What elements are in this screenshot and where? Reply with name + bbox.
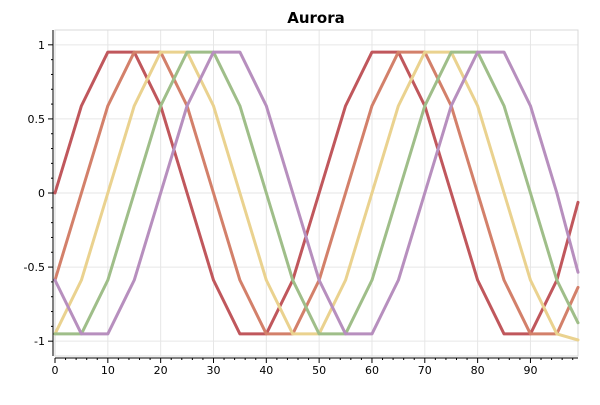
x-tick-label: 90 <box>523 364 537 377</box>
x-tick-label: 60 <box>365 364 379 377</box>
x-tick-label: 20 <box>154 364 168 377</box>
y-tick-label: 1 <box>38 39 45 52</box>
y-tick-label: 0.5 <box>28 113 46 126</box>
y-tick-label: -0.5 <box>24 261 45 274</box>
series-line-1 <box>53 50 580 336</box>
x-tick-label: 30 <box>206 364 220 377</box>
y-tick-label: -1 <box>34 335 45 348</box>
x-tick-label: 80 <box>471 364 485 377</box>
x-tick-label: 50 <box>312 364 326 377</box>
x-tick-label: 40 <box>259 364 273 377</box>
chart-title: Aurora <box>287 9 345 27</box>
x-tick-label: 0 <box>52 364 59 377</box>
y-tick-label: 0 <box>38 187 45 200</box>
axis-layer: 0 10 20 30 40 50 60 70 80 90 1 0.5 0 -0.5 -1 <box>24 30 578 377</box>
series-layer <box>53 50 580 342</box>
series-line-4 <box>53 50 580 336</box>
x-tick-label: 70 <box>418 364 432 377</box>
series-line-5 <box>53 50 580 336</box>
x-tick-label: 10 <box>101 364 115 377</box>
